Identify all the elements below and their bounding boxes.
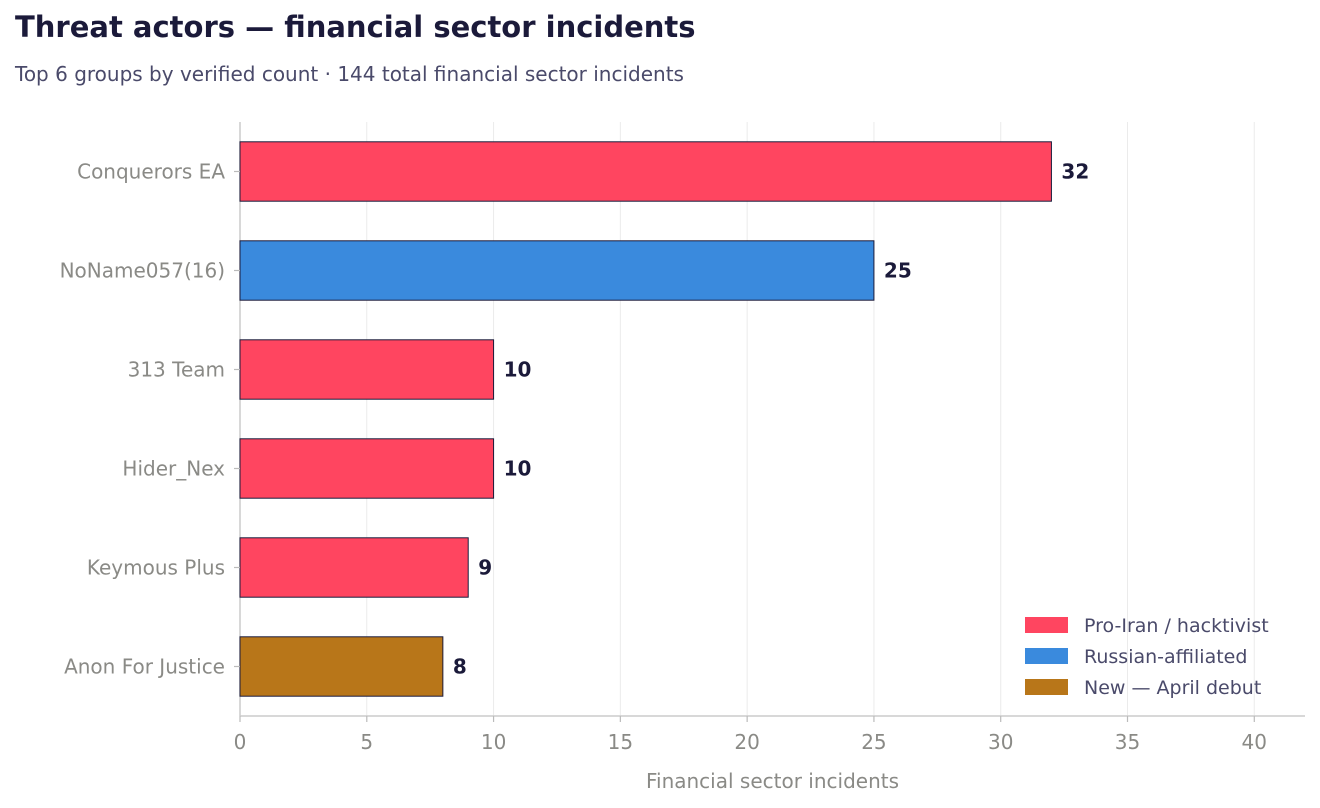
legend-swatch (1025, 617, 1068, 633)
legend-swatch (1025, 648, 1068, 664)
x-tick-label: 5 (360, 730, 373, 754)
x-tick-label: 30 (988, 730, 1013, 754)
x-axis-title: Financial sector incidents (646, 769, 899, 793)
legend-label: Pro-Iran / hacktivist (1084, 615, 1269, 637)
bar (239, 141, 1052, 202)
data-label: 9 (478, 556, 492, 580)
category-label: NoName057(16) (60, 259, 225, 283)
bar (239, 636, 444, 697)
bar (239, 339, 495, 400)
category-label: Hider_Nex (122, 457, 225, 481)
legend-label: New — April debut (1084, 677, 1261, 699)
data-label: 10 (504, 358, 532, 382)
bar (239, 240, 875, 301)
legend-label: Russian-affiliated (1084, 646, 1247, 668)
bar (239, 537, 469, 598)
data-label: 32 (1061, 160, 1089, 184)
category-label: 313 Team (128, 358, 225, 382)
data-label: 10 (504, 457, 532, 481)
category-label: Keymous Plus (87, 556, 225, 580)
category-label: Anon For Justice (64, 655, 225, 679)
x-tick-label: 35 (1115, 730, 1140, 754)
data-label: 8 (453, 655, 467, 679)
chart-title: Threat actors — financial sector inciden… (15, 10, 696, 44)
x-tick-label: 40 (1242, 730, 1267, 754)
data-label: 25 (884, 259, 912, 283)
x-tick-label: 25 (861, 730, 886, 754)
x-tick-label: 0 (234, 730, 247, 754)
bar (239, 438, 495, 499)
legend-swatch (1025, 679, 1068, 695)
category-label: Conquerors EA (77, 160, 225, 184)
x-tick-label: 10 (481, 730, 506, 754)
x-tick-label: 20 (734, 730, 759, 754)
x-tick-label: 15 (608, 730, 633, 754)
chart-subtitle: Top 6 groups by verified count · 144 tot… (15, 62, 684, 86)
